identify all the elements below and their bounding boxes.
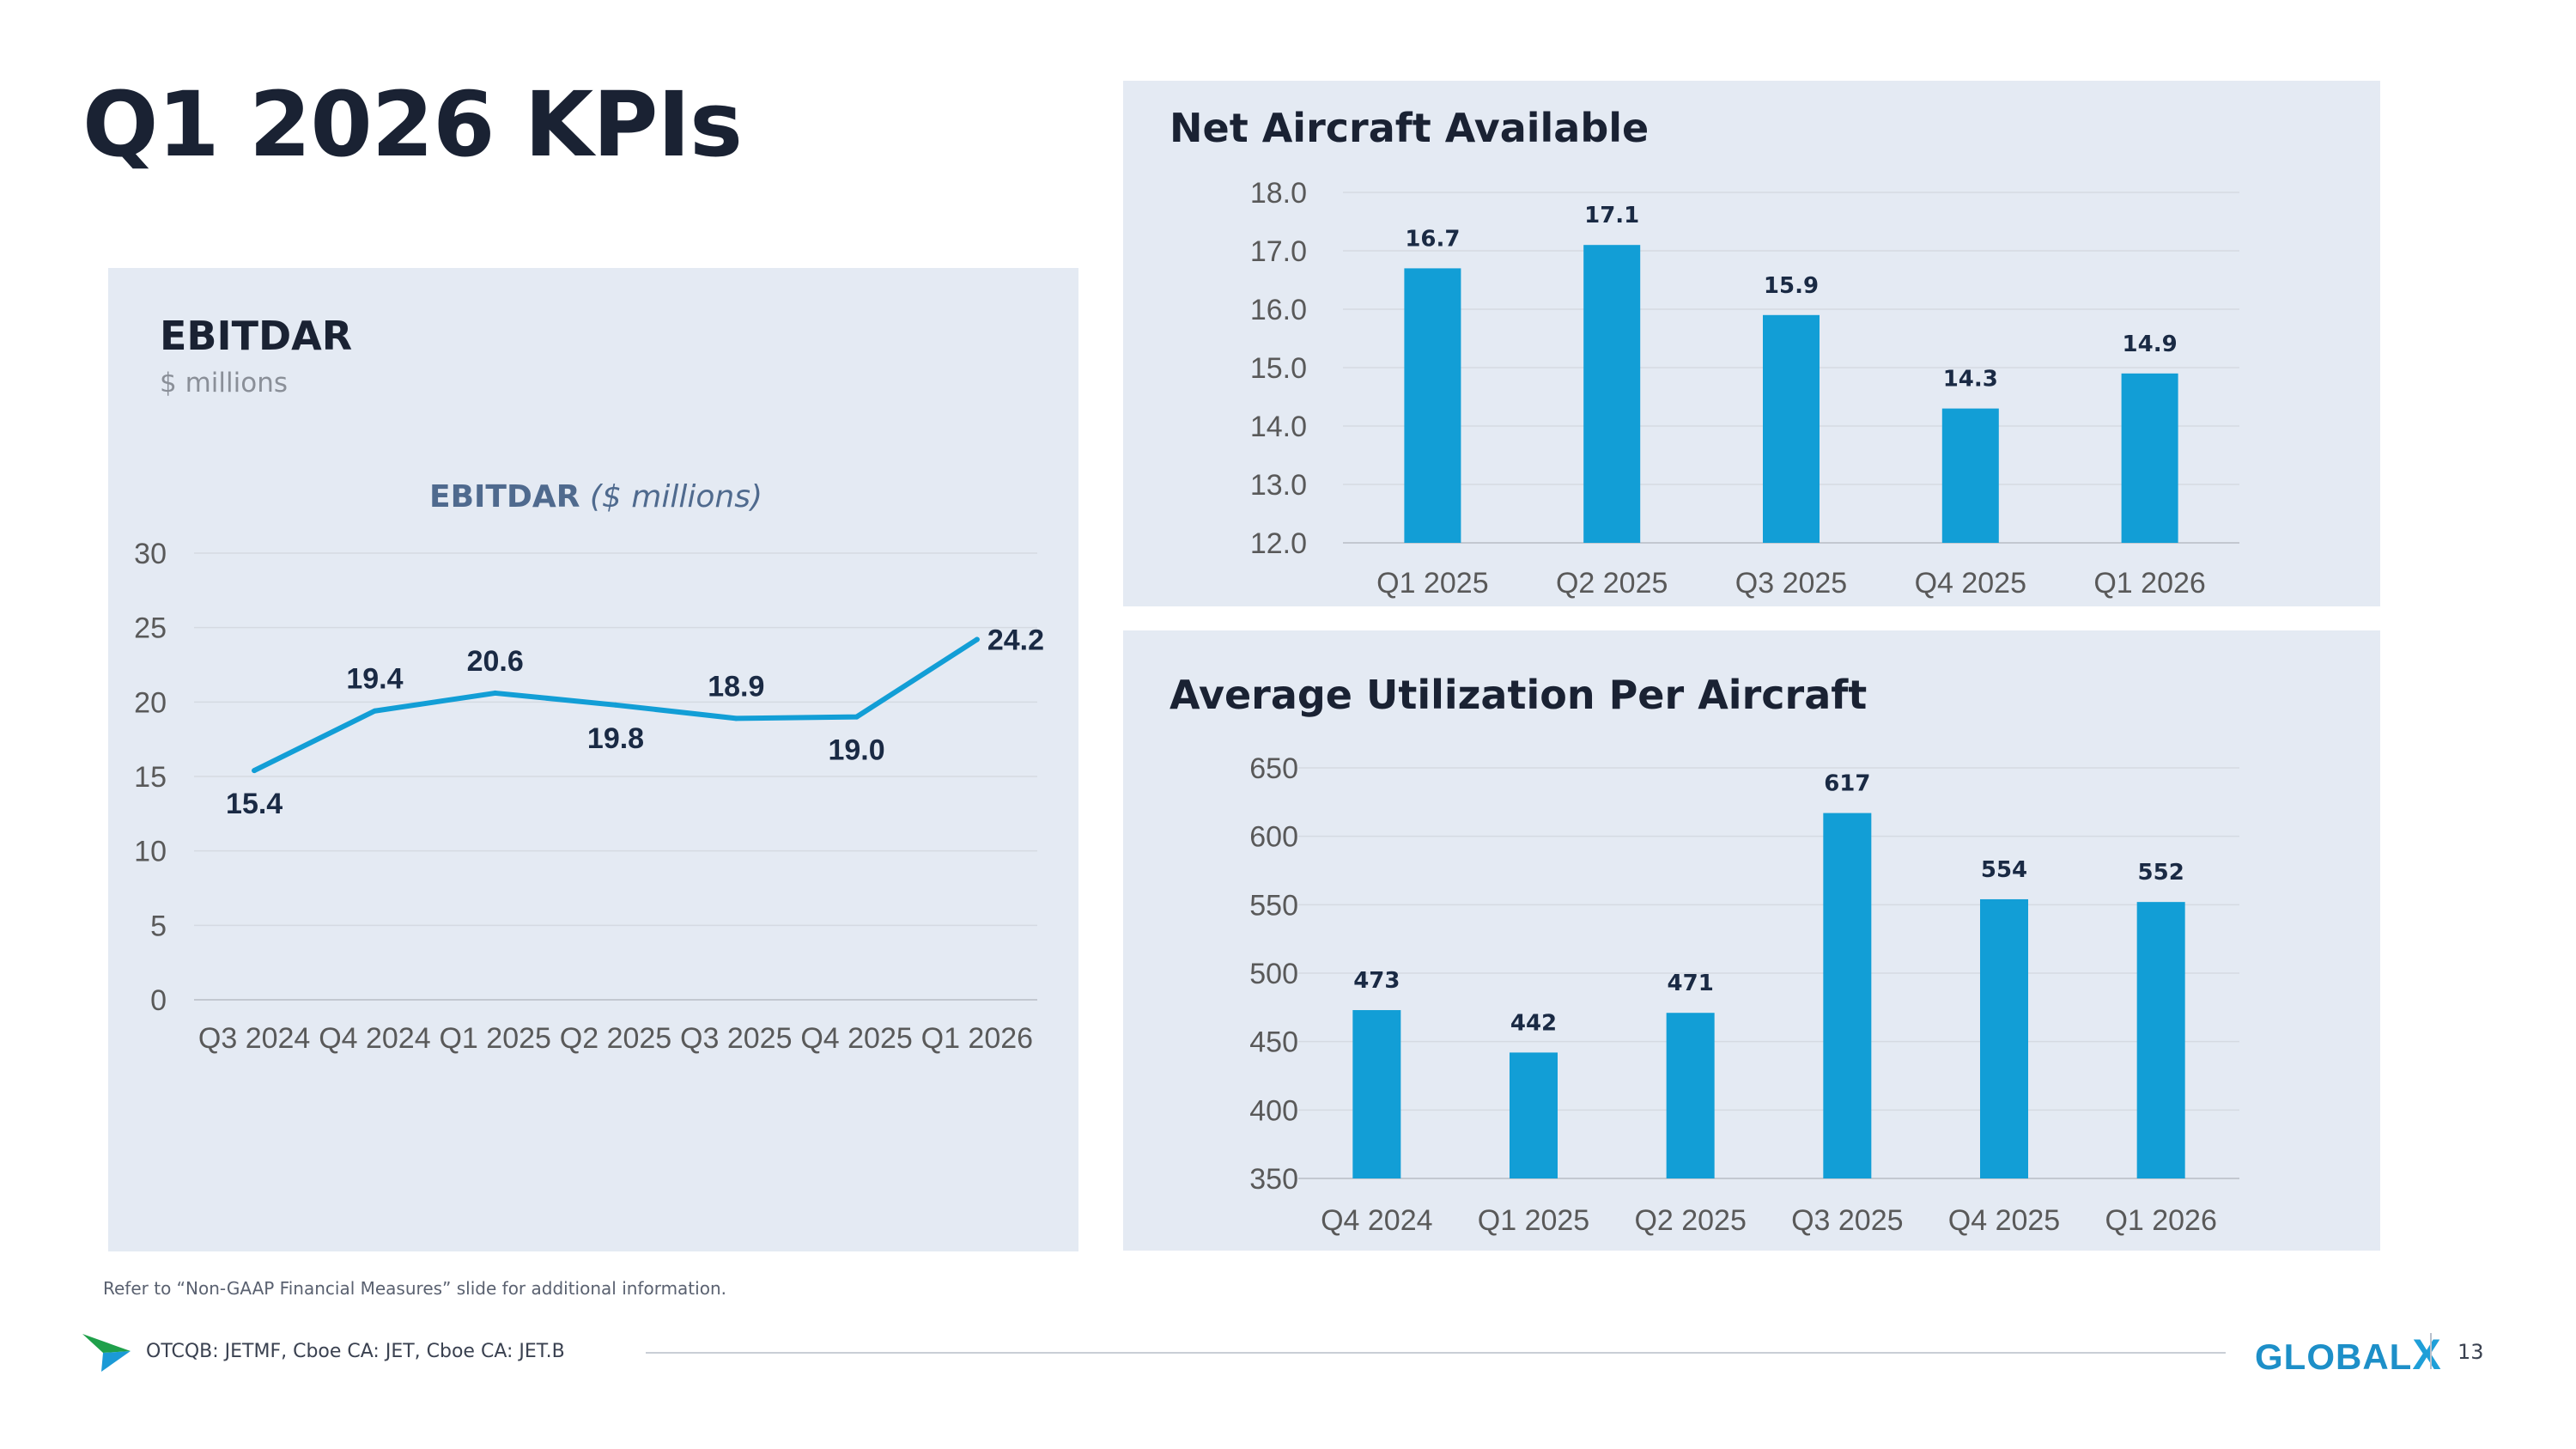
net-aircraft-y-tick-label: 14.0 [1250,411,1307,443]
utilization-data-label: 552 [2138,860,2184,886]
ebitdar-data-label: 19.4 [346,663,403,696]
utilization-data-label: 617 [1824,771,1870,797]
net-aircraft-x-tick-label: Q1 2026 [2093,567,2205,600]
ebitdar-chart-title-main: EBITDAR [429,479,580,514]
net-aircraft-x-tick-label: Q1 2025 [1376,567,1488,600]
ebitdar-x-tick-label: Q4 2024 [319,1022,430,1055]
ebitdar-data-label: 19.8 [587,722,644,755]
brand-logo-text: GLOBAL [2255,1336,2413,1377]
utilization-bar [1352,1010,1401,1178]
stock-ticker: OTCQB: JETMF, Cboe CA: JET, Cboe CA: JET… [146,1341,565,1362]
utilization-y-tick-label: 450 [1249,1026,1298,1059]
ebitdar-heading: EBITDAR [160,313,353,359]
ebitdar-y-tick-label: 25 [134,612,167,645]
utilization-bar-chart: 350 400 450 500 550 600 650 Q4 2024 Q1 2025 Q2 20… [1249,752,2239,1237]
net-aircraft-bar [1583,245,1641,543]
utilization-panel: Average Utilization Per Aircraft 350 400 4… [1123,630,2380,1251]
ebitdar-x-tick-label: Q2 2025 [560,1022,671,1055]
page-title: Q1 2026 KPIs [82,72,743,177]
utilization-heading: Average Utilization Per Aircraft [1170,672,1868,718]
utilization-x-tick-label: Q3 2025 [1791,1204,1903,1237]
ebitdar-y-tick-label: 15 [134,761,167,794]
brand-logo: GLOBALX [2255,1330,2442,1379]
ebitdar-data-label: 18.9 [708,670,764,703]
net-aircraft-data-label: 14.3 [1943,367,1998,393]
ebitdar-data-point [733,715,739,721]
company-logo-icon [82,1334,131,1372]
utilization-y-tick-label: 650 [1249,752,1298,785]
utilization-bar [1823,813,1872,1178]
ebitdar-line-chart: EBITDAR ($ millions) 0 5 10 15 20 25 30 Q3 2024… [134,479,1044,1055]
utilization-y-tick-label: 550 [1249,889,1298,922]
utilization-bar [1510,1052,1558,1178]
ebitdar-y-tick-label: 30 [134,538,167,570]
ebitdar-data-point [492,690,498,696]
net-aircraft-x-tick-label: Q4 2025 [1915,567,2026,600]
net-aircraft-x-tick-label: Q2 2025 [1556,567,1668,600]
net-aircraft-y-tick-label: 13.0 [1250,469,1307,502]
net-aircraft-y-tick-label: 12.0 [1250,527,1307,560]
net-aircraft-y-tick-label: 15.0 [1250,352,1307,385]
utilization-data-label: 473 [1353,968,1400,994]
ebitdar-data-point [974,636,980,642]
ebitdar-x-tick-label: Q3 2025 [680,1022,792,1055]
net-aircraft-y-tick-label: 18.0 [1250,177,1307,210]
ebitdar-data-label: 19.0 [828,734,884,767]
utilization-data-label: 554 [1981,857,2027,883]
ebitdar-x-tick-label: Q1 2025 [439,1022,550,1055]
utilization-data-label: 471 [1668,971,1714,996]
net-aircraft-bar [2121,373,2178,543]
utilization-bar [1666,1013,1715,1178]
net-aircraft-x-tick-label: Q3 2025 [1735,567,1847,600]
ebitdar-y-tick-label: 20 [134,686,167,719]
brand-divider [2430,1333,2432,1369]
ebitdar-panel: EBITDAR $ millions EBITDAR ($ millions) … [108,268,1078,1251]
net-aircraft-data-label: 17.1 [1584,203,1639,228]
utilization-x-tick-label: Q1 2026 [2105,1204,2216,1237]
utilization-x-tick-label: Q1 2025 [1478,1204,1589,1237]
net-aircraft-bar [1941,408,1999,543]
ebitdar-y-tick-label: 10 [134,836,167,868]
utilization-x-tick-label: Q4 2025 [1948,1204,2060,1237]
ebitdar-data-point [252,768,258,774]
net-aircraft-heading: Net Aircraft Available [1170,105,1649,151]
net-aircraft-panel: Net Aircraft Available 12.0 13.0 14.0 15.0 1… [1123,81,2380,606]
utilization-y-tick-label: 500 [1249,958,1298,990]
ebitdar-data-point [613,702,618,708]
utilization-bar [2136,902,2185,1178]
ebitdar-data-label: 15.4 [226,788,283,820]
ebitdar-y-tick-label: 0 [150,984,167,1017]
utilization-x-tick-label: Q4 2024 [1321,1204,1432,1237]
ebitdar-data-label: 20.6 [467,645,524,678]
ebitdar-subheading: $ millions [160,368,288,399]
ebitdar-data-point [854,714,860,720]
utilization-y-tick-label: 350 [1249,1163,1298,1196]
utilization-y-tick-label: 400 [1249,1094,1298,1127]
net-aircraft-data-label: 16.7 [1405,226,1460,252]
ebitdar-y-tick-label: 5 [150,910,167,942]
ebitdar-x-tick-label: Q1 2026 [921,1022,1033,1055]
utilization-data-label: 442 [1510,1010,1557,1036]
net-aircraft-bar [1404,268,1461,543]
net-aircraft-data-label: 15.9 [1764,273,1819,299]
ebitdar-data-point [372,708,378,714]
net-aircraft-y-tick-label: 17.0 [1250,235,1307,268]
utilization-bar [1980,898,2028,1178]
ebitdar-x-tick-label: Q4 2025 [800,1022,912,1055]
page-number: 13 [2458,1340,2484,1364]
footnote: Refer to “Non-GAAP Financial Measures” s… [103,1278,726,1299]
net-aircraft-bar [1763,314,1820,543]
ebitdar-x-tick-label: Q3 2024 [198,1022,310,1055]
utilization-x-tick-label: Q2 2025 [1634,1204,1746,1237]
utilization-y-tick-label: 600 [1249,821,1298,854]
net-aircraft-y-tick-label: 16.0 [1250,294,1307,326]
footer-divider [646,1352,2226,1354]
ebitdar-chart-title: EBITDAR ($ millions) [429,479,762,514]
net-aircraft-bar-chart: 12.0 13.0 14.0 15.0 16.0 17.0 18.0 Q1 2025 Q2 20… [1250,177,2239,600]
ebitdar-data-label: 24.2 [987,624,1044,657]
brand-logo-x: X [2412,1330,2442,1379]
net-aircraft-data-label: 14.9 [2123,332,2178,357]
ebitdar-chart-title-italic: ($ millions) [590,479,762,514]
